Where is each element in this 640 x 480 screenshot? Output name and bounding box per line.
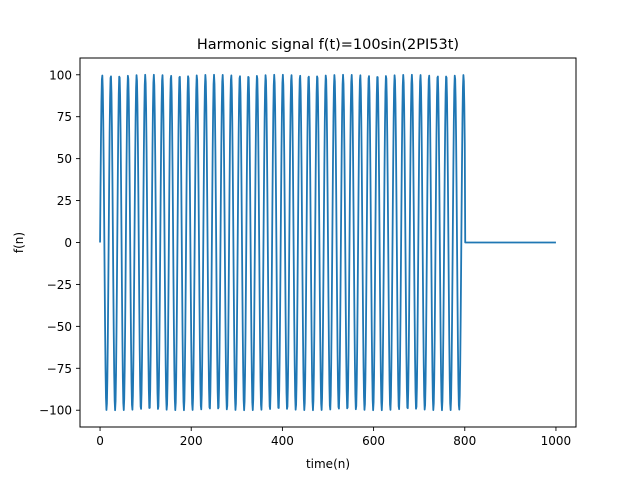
- y-axis: 100 75 50 25 0 −25 −50 −75 −100: [39, 68, 80, 418]
- x-tick-label: 400: [271, 434, 294, 448]
- x-tick-label: 800: [453, 434, 476, 448]
- y-axis-label: f(n): [12, 232, 26, 253]
- y-tick-label: 0: [64, 236, 72, 250]
- y-tick-label: 100: [49, 68, 72, 82]
- y-tick-label: 75: [57, 110, 72, 124]
- x-axis-label: time(n): [306, 457, 350, 471]
- chart-title: Harmonic signal f(t)=100sin(2PI53t): [197, 37, 459, 53]
- x-axis: 0 200 400 600 800 1000: [96, 427, 571, 448]
- series-layer: [99, 73, 557, 412]
- x-tick-label: 600: [362, 434, 385, 448]
- y-tick-label: 50: [57, 152, 72, 166]
- x-tick-label: 200: [180, 434, 203, 448]
- x-tick-label: 0: [96, 434, 104, 448]
- y-tick-label: −75: [47, 362, 72, 376]
- y-tick-label: −25: [47, 278, 72, 292]
- series-line-0: [99, 73, 557, 412]
- x-tick-label: 1000: [541, 434, 572, 448]
- y-tick-label: −50: [47, 320, 72, 334]
- y-tick-label: −100: [39, 404, 72, 418]
- y-tick-label: 25: [57, 194, 72, 208]
